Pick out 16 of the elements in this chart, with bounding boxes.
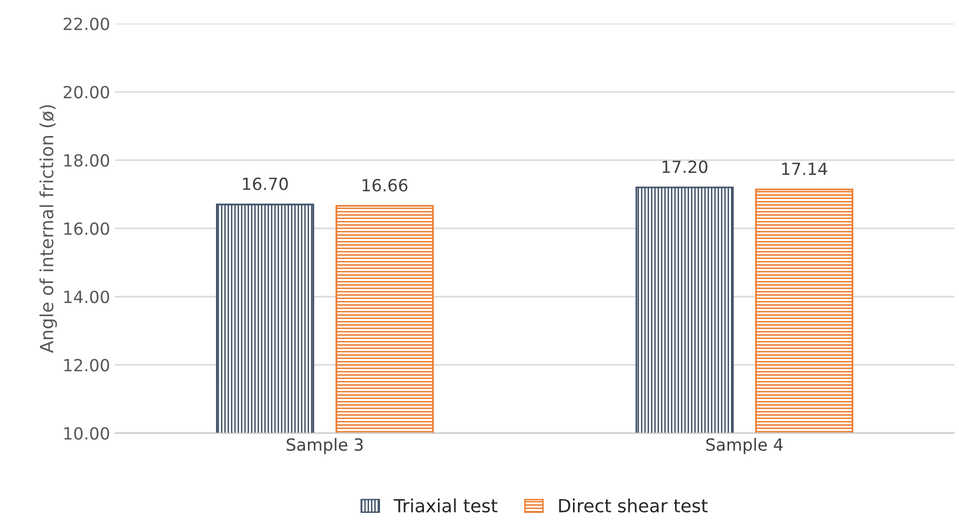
legend-label: Direct shear test <box>559 498 708 512</box>
y-tick-label: 16.00 <box>64 222 110 235</box>
y-tick-label: 10.00 <box>64 427 110 440</box>
data-label: 17.20 <box>662 160 708 174</box>
data-label: 17.14 <box>782 162 828 175</box>
y-tick-label: 18.00 <box>64 154 110 167</box>
y-tick-label: 14.00 <box>64 290 110 304</box>
x-tick-label: Sample 4 <box>706 438 783 454</box>
data-label: 16.70 <box>243 178 288 190</box>
legend-label: Triaxial test <box>394 498 498 512</box>
y-tick-label: 20.00 <box>64 86 110 98</box>
y-tick-label: 12.00 <box>64 358 110 372</box>
y-axis-title: Angle of internal friction (ø) <box>39 105 57 353</box>
x-tick-label: Sample 3 <box>286 438 363 454</box>
y-tick-label: 22.00 <box>64 18 110 30</box>
data-label: 16.66 <box>362 178 408 192</box>
